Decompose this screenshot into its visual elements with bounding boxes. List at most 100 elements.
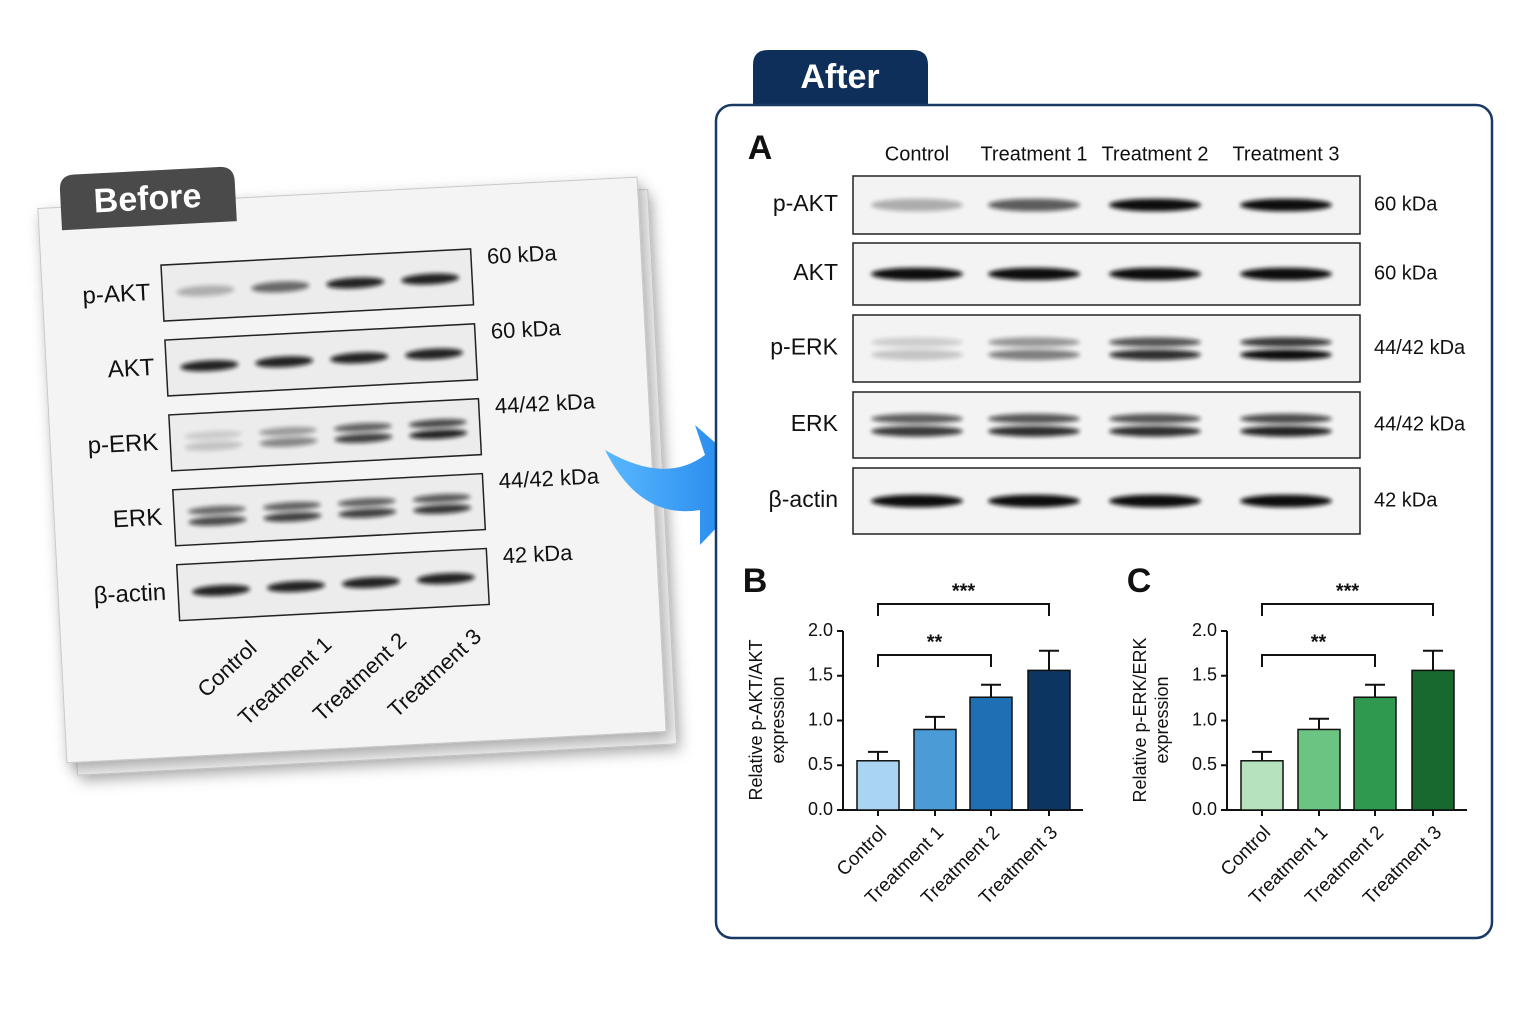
band	[871, 349, 963, 361]
y-tick-label: 1.5	[808, 665, 833, 685]
y-tick-label: 0.0	[1192, 799, 1217, 819]
significance-label: **	[927, 631, 943, 653]
band	[341, 576, 400, 589]
band	[259, 437, 318, 447]
band	[184, 430, 242, 440]
band	[334, 433, 393, 443]
bar	[1240, 760, 1284, 811]
protein-label: p-ERK	[770, 334, 838, 360]
band	[258, 426, 317, 436]
band	[1109, 337, 1201, 348]
band	[1109, 413, 1201, 424]
lane-label: Treatment 1	[980, 143, 1087, 165]
band	[408, 419, 467, 428]
band	[988, 337, 1080, 348]
band	[1240, 425, 1332, 437]
band	[988, 494, 1080, 508]
bar	[969, 696, 1013, 811]
significance-bracket	[877, 654, 992, 667]
band	[871, 267, 963, 281]
band	[263, 512, 322, 522]
y-axis-label: expression	[768, 676, 788, 763]
significance-bracket	[877, 603, 1050, 616]
band	[1109, 425, 1201, 437]
band	[176, 285, 235, 297]
y-tick-label: 1.0	[1192, 709, 1217, 729]
band	[1240, 337, 1332, 348]
band	[184, 441, 243, 451]
y-axis-label: Relative p-ERK/ERK	[1130, 637, 1150, 802]
band	[405, 348, 463, 360]
band	[1240, 494, 1332, 508]
band	[267, 580, 325, 593]
band	[330, 352, 389, 364]
band	[326, 277, 385, 289]
size-label: 42 kDa	[502, 540, 574, 569]
after-tab	[753, 50, 928, 105]
band	[1240, 349, 1332, 361]
band	[1240, 413, 1332, 424]
bar	[1411, 669, 1455, 811]
size-label: 44/42 kDa	[1374, 413, 1466, 435]
band	[409, 429, 468, 440]
blot-box	[852, 391, 1361, 459]
band	[988, 425, 1080, 437]
size-label: 44/42 kDa	[498, 463, 600, 493]
protein-label: β-actin	[93, 579, 167, 610]
protein-label: β-actin	[769, 486, 838, 512]
band	[412, 493, 471, 503]
band	[871, 494, 963, 508]
lane-label: Control	[885, 143, 949, 165]
significance-label: ***	[952, 580, 976, 602]
y-tick-label: 0.5	[808, 754, 833, 774]
band	[401, 273, 460, 285]
size-label: 44/42 kDa	[494, 388, 596, 418]
band	[333, 422, 392, 432]
band	[1109, 349, 1201, 361]
band	[1109, 494, 1201, 508]
size-label: 60 kDa	[1374, 193, 1438, 215]
bar	[856, 760, 900, 811]
panel-letter: A	[748, 129, 773, 167]
band	[871, 198, 963, 212]
y-tick-label: 1.0	[808, 709, 833, 729]
lane-label: Treatment 2	[1101, 143, 1208, 165]
band	[988, 267, 1080, 281]
blot-box	[171, 472, 487, 547]
band	[871, 337, 963, 348]
band	[988, 198, 1080, 212]
band	[1240, 198, 1332, 212]
band	[192, 584, 251, 597]
band	[1109, 267, 1201, 281]
size-label: 60 kDa	[490, 315, 562, 344]
band	[1240, 267, 1332, 281]
blot-box	[175, 547, 491, 622]
significance-label: **	[1311, 631, 1327, 653]
panel-letter: B	[743, 562, 768, 600]
band	[337, 497, 396, 507]
y-tick-label: 1.5	[1192, 665, 1217, 685]
band	[871, 413, 963, 424]
before-panel: Before p-AKT 60 kDa AKT 60 kDa p-ERK 44/42 kD…	[37, 166, 678, 776]
before-label: Before	[93, 177, 203, 221]
y-tick-label: 0.5	[1192, 754, 1217, 774]
blot-box	[160, 248, 475, 322]
band	[338, 508, 397, 518]
significance-bracket	[1261, 603, 1434, 616]
size-label: 60 kDa	[1374, 262, 1438, 284]
bar	[913, 728, 957, 811]
bar	[1297, 728, 1341, 811]
blot-box	[852, 314, 1361, 383]
y-axis-label: Relative p-AKT/AKT	[746, 639, 766, 800]
bar	[1027, 669, 1071, 811]
band	[251, 281, 310, 293]
bar	[1353, 696, 1397, 811]
size-label: 42 kDa	[1374, 489, 1438, 511]
band	[255, 356, 314, 368]
y-tick-label: 0.0	[808, 799, 833, 819]
protein-label: p-AKT	[82, 279, 152, 310]
protein-label: AKT	[793, 259, 838, 285]
y-tick-label: 2.0	[808, 620, 833, 640]
band	[988, 349, 1080, 361]
blot-box	[164, 323, 479, 397]
